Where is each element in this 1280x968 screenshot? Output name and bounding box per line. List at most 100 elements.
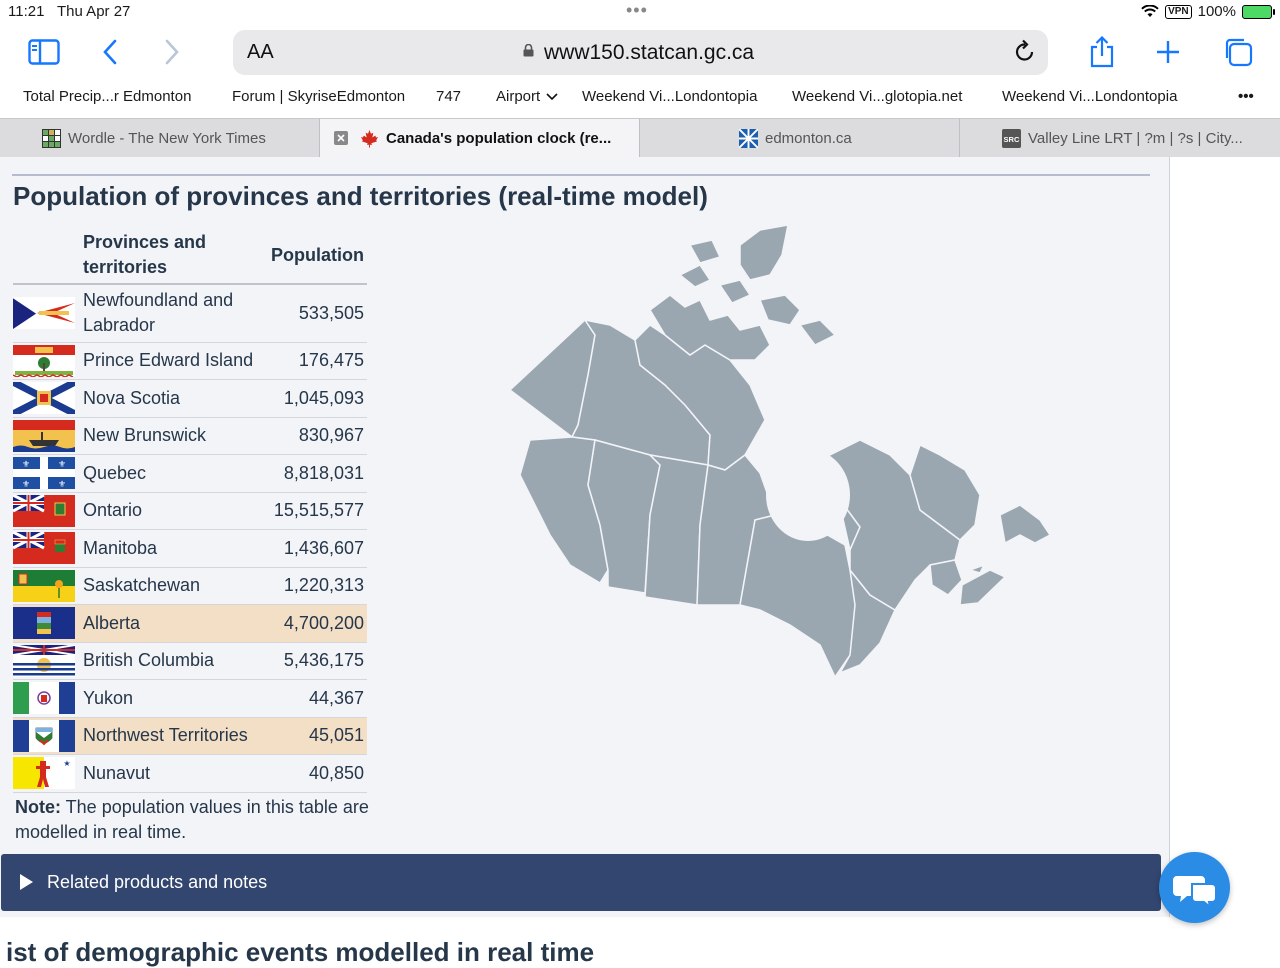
bookmark-folder[interactable]: Airport bbox=[496, 88, 558, 105]
population-value: 4,700,200 bbox=[269, 604, 367, 643]
multitasking-dots-icon[interactable]: ••• bbox=[626, 0, 648, 20]
alberta-flag-icon bbox=[13, 607, 75, 640]
population-value: 176,475 bbox=[269, 342, 367, 380]
bookmarks-bar: Total Precip...r Edmonton Forum | Skyris… bbox=[0, 84, 1280, 114]
map-region-arctic-islands[interactable] bbox=[649, 225, 836, 361]
manitoba-flag-icon bbox=[13, 532, 75, 565]
address-bar[interactable]: AA www150.statcan.gc.ca bbox=[233, 30, 1048, 75]
bookmark-item[interactable]: Weekend Vi...Londontopia bbox=[1002, 88, 1178, 105]
close-tab-icon[interactable] bbox=[334, 131, 348, 145]
chat-button[interactable] bbox=[1159, 852, 1230, 923]
table-row[interactable]: New Brunswick 830,967 bbox=[13, 417, 367, 455]
more-bookmarks-icon[interactable]: ••• bbox=[1238, 88, 1254, 105]
canada-map[interactable] bbox=[500, 225, 1060, 685]
chevron-down-icon bbox=[546, 93, 558, 101]
newfoundland-flag-icon bbox=[13, 297, 75, 330]
flag-cell bbox=[13, 492, 81, 530]
table-note: Note: The population values in this tabl… bbox=[15, 795, 375, 845]
reload-icon[interactable] bbox=[1014, 39, 1036, 69]
new-tab-icon[interactable] bbox=[1148, 34, 1188, 70]
table-row[interactable]: Saskatchewan 1,220,313 bbox=[13, 567, 367, 605]
page-content: Population of provinces and territories … bbox=[0, 157, 1170, 917]
tab-valley-line[interactable]: SRC Valley Line LRT | ?m | ?s | City... bbox=[960, 119, 1280, 157]
bookmark-item[interactable]: 747 bbox=[436, 88, 462, 105]
new-brunswick-flag-icon bbox=[13, 419, 75, 452]
population-table: Provinces and territories Population New… bbox=[13, 227, 367, 793]
map-region-nova-scotia[interactable] bbox=[959, 569, 1006, 606]
bookmark-item[interactable]: Total Precip...r Edmonton bbox=[23, 88, 192, 105]
tab-overview-icon[interactable] bbox=[1218, 34, 1258, 70]
ontario-flag-icon bbox=[13, 494, 75, 527]
reader-options-button[interactable]: AA bbox=[247, 41, 274, 63]
tab-title: Valley Line LRT | ?m | ?s | City... bbox=[1028, 129, 1243, 147]
status-right: VPN 100% bbox=[1141, 3, 1275, 20]
tab-title: Canada's population clock (re... bbox=[386, 129, 612, 147]
population-value: 533,505 bbox=[269, 284, 367, 343]
bookmark-item[interactable]: Weekend Vi...glotopia.net bbox=[792, 88, 963, 105]
population-value: 40,850 bbox=[269, 754, 367, 793]
table-row[interactable]: ★ Nunavut 40,850 bbox=[13, 754, 367, 793]
population-value: 1,436,607 bbox=[269, 529, 367, 568]
population-value: 5,436,175 bbox=[269, 642, 367, 680]
next-section-heading: ist of demographic events modelled in re… bbox=[6, 937, 595, 967]
flag-cell: ★ bbox=[13, 754, 81, 793]
region-name: Manitoba bbox=[81, 529, 269, 568]
map-region-pei[interactable] bbox=[969, 564, 985, 574]
population-value: 45,051 bbox=[269, 717, 367, 755]
table-row[interactable]: Newfoundland and Labrador 533,505 bbox=[13, 284, 367, 343]
bookmark-item[interactable]: Weekend Vi...Londontopia bbox=[582, 88, 758, 105]
status-bar: 11:21 Thu Apr 27 ••• VPN 100% bbox=[0, 0, 1280, 24]
table-row[interactable]: Northwest Territories 45,051 bbox=[13, 717, 367, 755]
population-value: 1,045,093 bbox=[269, 379, 367, 418]
section-divider bbox=[12, 174, 1150, 176]
back-icon[interactable] bbox=[90, 34, 130, 70]
flag-cell bbox=[13, 379, 81, 418]
table-row[interactable]: Prince Edward Island 176,475 bbox=[13, 342, 367, 380]
bookmark-folder-label: Airport bbox=[496, 88, 541, 105]
population-value: 44,367 bbox=[269, 679, 367, 718]
table-row[interactable]: Ontario 15,515,577 bbox=[13, 492, 367, 530]
tab-title: Wordle - The New York Times bbox=[68, 129, 266, 147]
population-value: 1,220,313 bbox=[269, 567, 367, 605]
svg-text:⚜: ⚜ bbox=[22, 480, 30, 489]
saskatchewan-flag-icon bbox=[13, 569, 75, 602]
flag-cell bbox=[13, 417, 81, 455]
map-region-new-brunswick[interactable] bbox=[929, 559, 963, 596]
expand-triangle-icon bbox=[20, 874, 33, 890]
table-row[interactable]: British Columbia 5,436,175 bbox=[13, 642, 367, 680]
related-products-toggle[interactable]: Related products and notes bbox=[1, 854, 1161, 911]
tab-bar: Wordle - The New York Times Canada's pop… bbox=[0, 118, 1280, 157]
src-logo-icon: SRC bbox=[1002, 128, 1021, 148]
bookmark-item[interactable]: Forum | SkyriseEdmonton bbox=[232, 88, 406, 105]
forward-icon[interactable] bbox=[152, 34, 192, 70]
map-region-labrador[interactable] bbox=[909, 444, 981, 541]
region-name: Yukon bbox=[81, 679, 269, 718]
svg-text:⚜: ⚜ bbox=[22, 460, 30, 470]
tab-population-clock[interactable]: Canada's population clock (re... bbox=[320, 119, 640, 157]
status-date: Thu Apr 27 bbox=[57, 3, 131, 20]
tab-wordle[interactable]: Wordle - The New York Times bbox=[0, 119, 320, 157]
region-name: Nunavut bbox=[81, 754, 269, 793]
nunavut-flag-icon: ★ bbox=[13, 757, 75, 790]
flag-cell bbox=[13, 717, 81, 755]
battery-percent: 100% bbox=[1197, 3, 1236, 20]
region-name: Prince Edward Island bbox=[81, 342, 269, 380]
map-region-newfoundland[interactable] bbox=[999, 504, 1051, 544]
tab-edmonton[interactable]: edmonton.ca bbox=[640, 119, 960, 157]
british-columbia-flag-icon bbox=[13, 644, 75, 677]
sidebar-icon[interactable] bbox=[24, 34, 64, 70]
svg-text:⚜: ⚜ bbox=[58, 480, 66, 489]
table-row[interactable]: Nova Scotia 1,045,093 bbox=[13, 379, 367, 418]
table-row[interactable]: ⚜ ⚜ ⚜ ⚜ Quebec 8,818,031 bbox=[13, 454, 367, 493]
table-row[interactable]: Alberta 4,700,200 bbox=[13, 604, 367, 643]
related-products-label: Related products and notes bbox=[47, 872, 268, 892]
url-text[interactable]: www150.statcan.gc.ca bbox=[544, 41, 755, 64]
map-region-british-columbia[interactable] bbox=[519, 436, 609, 584]
table-row[interactable]: Manitoba 1,436,607 bbox=[13, 529, 367, 568]
vpn-badge: VPN bbox=[1165, 4, 1192, 19]
share-icon[interactable] bbox=[1082, 34, 1122, 70]
flag-cell bbox=[13, 642, 81, 680]
battery-icon bbox=[1242, 4, 1275, 19]
flag-cell bbox=[13, 604, 81, 643]
table-row[interactable]: Yukon 44,367 bbox=[13, 679, 367, 718]
